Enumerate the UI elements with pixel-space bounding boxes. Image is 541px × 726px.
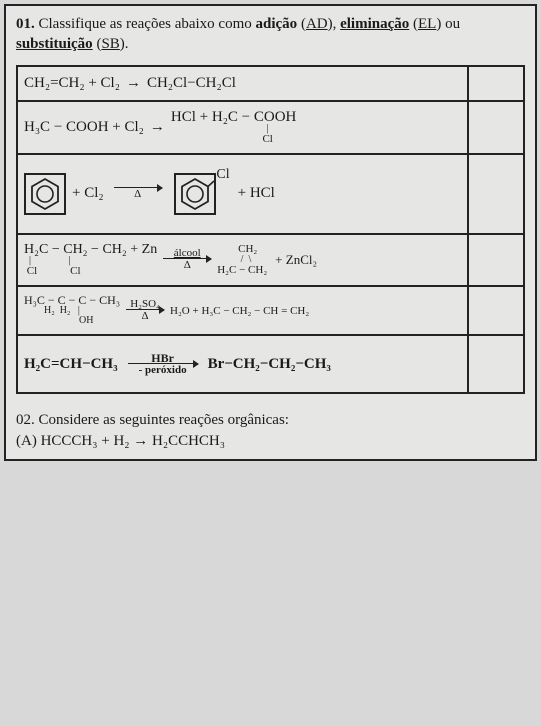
reactions-table: CH₂=CH₂ + Cl₂ → CH₂Cl−CH₂Cl H₃C − COOH +… bbox=[16, 65, 525, 395]
q01-or: ou bbox=[441, 16, 460, 32]
q01-sb-abbr: SB bbox=[101, 36, 119, 52]
reaction-1-equation: CH₂=CH₂ + Cl₂ → CH₂Cl−CH₂Cl bbox=[24, 75, 461, 92]
q01-sub: substituição bbox=[16, 36, 93, 52]
table-row: H₃C − C − C − CH₃ H₂ H₂ | OH H₂SO₄ Δ H₂O… bbox=[17, 286, 524, 335]
question-02-block: 02. Considere as seguintes reações orgân… bbox=[6, 404, 535, 459]
q02-number: 02. bbox=[16, 412, 35, 428]
q02-A-eq: HCCCH₃ + H₂ → H₂CCHCH₃ bbox=[41, 433, 225, 449]
q02-text: Considere as seguintes reações orgânicas… bbox=[39, 412, 289, 428]
reaction-3-answer[interactable] bbox=[468, 154, 524, 234]
r5-left-stack: H₃C − C − C − CH₃ H₂ H₂ | OH bbox=[24, 295, 120, 326]
reaction-4-answer[interactable] bbox=[468, 234, 524, 286]
table-row: H₂C − CH₂ − CH₂ + Zn | | Cl Cl álcool Δ … bbox=[17, 234, 524, 286]
r2-right-bot: Cl bbox=[194, 134, 272, 145]
arrow-cond-icon: álcool Δ bbox=[163, 248, 211, 271]
reaction-6-cell: H₂C=CH−CH₃ HBr - peróxido Br−CH₂−CH₂−CH₃ bbox=[17, 335, 468, 393]
r3-plus-cl2: + Cl₂ bbox=[72, 185, 104, 202]
r3-cl: Cl bbox=[216, 167, 229, 183]
r5-right: H₂O + H₃C − CH₂ − CH = CH₂ bbox=[170, 305, 309, 317]
reaction-1-answer[interactable] bbox=[468, 66, 524, 101]
table-row: CH₂=CH₂ + Cl₂ → CH₂Cl−CH₂Cl bbox=[17, 66, 524, 101]
q01-number: 01. bbox=[16, 16, 35, 32]
reaction-2-answer[interactable] bbox=[468, 101, 524, 154]
table-row: H₂C=CH−CH₃ HBr - peróxido Br−CH₂−CH₂−CH₃ bbox=[17, 335, 524, 393]
r1-right: CH₂Cl−CH₂Cl bbox=[147, 75, 236, 92]
r4-arrow-bot: Δ bbox=[184, 260, 191, 271]
r2-right-top: HCl + H₂C − COOH bbox=[171, 110, 297, 124]
table-row: + Cl₂ Δ bbox=[17, 154, 524, 234]
q01-adition: adição bbox=[256, 16, 298, 32]
question-01-header: 01. Classifique as reações abaixo como a… bbox=[6, 6, 535, 61]
reaction-5-equation: H₃C − C − C − CH₃ H₂ H₂ | OH H₂SO₄ Δ H₂O… bbox=[24, 295, 461, 326]
q01-ad-abbr: AD bbox=[306, 16, 328, 32]
r4-right-plus: + ZnCl₂ bbox=[275, 252, 317, 268]
r4-left-bot: Cl Cl bbox=[24, 266, 81, 277]
reaction-5-cell: H₃C − C − C − CH₃ H₂ H₂ | OH H₂SO₄ Δ H₂O… bbox=[17, 286, 468, 335]
arrow-icon: → bbox=[150, 119, 165, 136]
r5-arrow-bot: Δ bbox=[141, 311, 148, 322]
q01-text: Classifique as reações abaixo como bbox=[39, 16, 256, 32]
r5-left-sub2: OH bbox=[24, 316, 93, 326]
r6-right: Br−CH₂−CH₂−CH₃ bbox=[208, 356, 331, 373]
r4-cyclopropane: CH₂ / \ H₂C − CH₂ bbox=[217, 244, 267, 276]
reaction-5-answer[interactable] bbox=[468, 286, 524, 335]
r2-left: H₃C − COOH + Cl₂ bbox=[24, 119, 144, 136]
arrow-cond-icon: HBr - peróxido bbox=[128, 352, 198, 376]
reaction-2-cell: H₃C − COOH + Cl₂ → HCl + H₂C − COOH | Cl bbox=[17, 101, 468, 154]
worksheet-page: 01. Classifique as reações abaixo como a… bbox=[4, 4, 537, 461]
r1-left: CH₂=CH₂ + Cl₂ bbox=[24, 75, 120, 92]
q01-elim: eliminação bbox=[340, 16, 409, 32]
table-row: H₃C − COOH + Cl₂ → HCl + H₂C − COOH | Cl bbox=[17, 101, 524, 154]
q02-lineA: (A) HCCCH₃ + H₂ → H₂CCHCH₃ bbox=[16, 431, 525, 451]
r4-left-stack: H₂C − CH₂ − CH₂ + Zn | | Cl Cl bbox=[24, 243, 157, 277]
reaction-6-answer[interactable] bbox=[468, 335, 524, 393]
benzene-icon bbox=[24, 173, 66, 215]
chlorobenzene-icon: Cl bbox=[174, 173, 216, 215]
reaction-3-equation: + Cl₂ Δ bbox=[24, 173, 461, 215]
arrow-cond-icon: Δ bbox=[114, 188, 162, 200]
r2-right-bar: | bbox=[199, 124, 269, 134]
reaction-6-equation: H₂C=CH−CH₃ HBr - peróxido Br−CH₂−CH₂−CH₃ bbox=[24, 352, 461, 376]
arrow-icon: → bbox=[126, 75, 141, 92]
q02-A-label: (A) bbox=[16, 433, 37, 449]
q01-period: . bbox=[125, 36, 129, 52]
reaction-2-equation: H₃C − COOH + Cl₂ → HCl + H₂C − COOH | Cl bbox=[24, 110, 461, 145]
r4-left-top: H₂C − CH₂ − CH₂ + Zn bbox=[24, 243, 157, 256]
r3-arrow-bot: Δ bbox=[134, 189, 141, 200]
reaction-4-equation: H₂C − CH₂ − CH₂ + Zn | | Cl Cl álcool Δ … bbox=[24, 243, 461, 277]
reaction-3-cell: + Cl₂ Δ bbox=[17, 154, 468, 234]
q01-el-abbr: EL bbox=[418, 16, 436, 32]
reaction-4-cell: H₂C − CH₂ − CH₂ + Zn | | Cl Cl álcool Δ … bbox=[17, 234, 468, 286]
r4-right-bot: H₂C − CH₂ bbox=[217, 265, 267, 276]
r2-right-stack: HCl + H₂C − COOH | Cl bbox=[171, 110, 297, 145]
r3-plus-hcl: + HCl bbox=[238, 185, 275, 202]
r6-arrow-bot: peróxido bbox=[145, 364, 187, 376]
arrow-cond-icon: H₂SO₄ Δ bbox=[126, 299, 164, 322]
q02-line1: 02. Considere as seguintes reações orgân… bbox=[16, 410, 525, 430]
r6-left: H₂C=CH−CH₃ bbox=[24, 356, 118, 373]
reaction-1-cell: CH₂=CH₂ + Cl₂ → CH₂Cl−CH₂Cl bbox=[17, 66, 468, 101]
